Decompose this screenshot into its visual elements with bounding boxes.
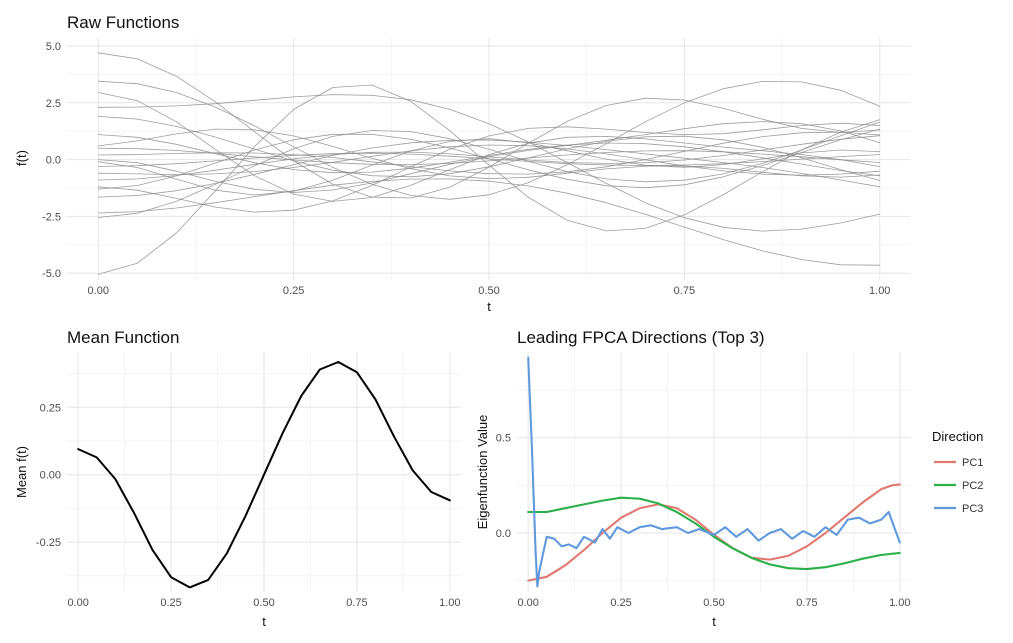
raw-y-axis-label: f(t) — [14, 150, 29, 166]
y-tick-label: -5.0 — [42, 268, 61, 280]
x-tick-label: 0.25 — [160, 597, 181, 609]
raw-series-line — [97, 121, 881, 218]
mean-function-panel: Mean Function 0.00 0.25 0.50 0.75 1.00-0.250… — [14, 328, 461, 629]
raw-series-line — [97, 144, 881, 176]
fpca-panel: Leading FPCA Directions (Top 3) 0.00 0.25… — [475, 328, 983, 629]
y-tick-label: 0.25 — [40, 402, 61, 414]
mean-tick-labels: 0.00 0.25 0.50 0.75 1.00 -0.25 0.00 0.25 — [36, 402, 461, 609]
x-tick-label: 1.00 — [869, 285, 890, 297]
x-tick-label: 0.00 — [517, 597, 538, 609]
fpca-x-axis-label: t — [712, 614, 716, 629]
raw-series-line — [97, 94, 881, 232]
legend-title: Direction — [932, 429, 983, 444]
x-tick-label: 1.00 — [889, 597, 910, 609]
mean-lines — [77, 361, 451, 589]
series-line-pc3 — [527, 356, 901, 588]
y-tick-label: 0.5 — [496, 433, 511, 445]
raw-panel-title: Raw Functions — [67, 13, 179, 32]
raw-series-line — [97, 128, 881, 190]
mean-grid — [67, 352, 461, 592]
y-tick-label: 0.0 — [496, 528, 511, 540]
raw-series-line — [97, 139, 881, 198]
raw-series-line — [97, 122, 881, 213]
raw-series-line — [97, 134, 881, 177]
mean-panel-title: Mean Function — [67, 328, 179, 347]
legend-label-pc2: PC2 — [962, 480, 983, 492]
raw-tick-labels: 0.00 0.25 0.50 0.75 1.00 -5.0 -2.5 0.0 2.5 5.0 — [42, 41, 890, 297]
x-tick-label: 0.00 — [67, 597, 88, 609]
x-tick-label: 0.25 — [283, 285, 304, 297]
raw-series-line — [97, 121, 881, 193]
raw-lines — [97, 52, 881, 275]
raw-functions-panel: Raw Functions 0.00 0.25 0.50 0.75 1.00 -5.0 -2… — [14, 13, 911, 314]
raw-series-line — [97, 80, 881, 200]
raw-series-line — [97, 128, 881, 180]
raw-series-line — [97, 147, 881, 166]
y-tick-label: -0.25 — [36, 537, 61, 549]
x-tick-label: 0.25 — [610, 597, 631, 609]
y-tick-label: -2.5 — [42, 211, 61, 223]
legend-label-pc3: PC3 — [962, 503, 983, 515]
fpca-lines — [527, 356, 901, 588]
fpca-panel-title: Leading FPCA Directions (Top 3) — [517, 328, 765, 347]
mean-y-axis-label: Mean f(t) — [14, 446, 29, 498]
y-tick-label: 0.0 — [46, 155, 61, 167]
fpca-legend: Direction PC1 PC2 PC3 — [932, 429, 983, 515]
x-tick-label: 0.00 — [88, 285, 109, 297]
mean-x-axis-label: t — [262, 614, 266, 629]
x-tick-label: 0.50 — [253, 597, 274, 609]
raw-series-line — [97, 178, 881, 266]
series-line-pc2 — [527, 496, 901, 571]
fpca-y-axis-label: Eigenfunction Value — [475, 415, 490, 530]
legend-label-pc1: PC1 — [962, 457, 983, 469]
x-tick-label: 0.75 — [674, 285, 695, 297]
x-tick-label: 0.50 — [478, 285, 499, 297]
raw-series-line — [97, 131, 881, 175]
raw-x-axis-label: t — [487, 299, 491, 314]
y-tick-label: 5.0 — [46, 41, 61, 53]
y-tick-label: 0.00 — [40, 470, 61, 482]
y-tick-label: 2.5 — [46, 98, 61, 110]
fpca-tick-labels: 0.00 0.25 0.50 0.75 1.00 0.0 0.5 — [496, 433, 911, 609]
raw-series-line — [97, 138, 881, 196]
x-tick-label: 0.75 — [346, 597, 367, 609]
mean-series-line — [77, 361, 451, 589]
x-tick-label: 0.75 — [796, 597, 817, 609]
x-tick-label: 0.50 — [703, 597, 724, 609]
raw-series-line — [97, 84, 881, 275]
raw-series-line — [97, 116, 881, 181]
fpca-grid — [517, 352, 911, 592]
x-tick-label: 1.00 — [439, 597, 460, 609]
